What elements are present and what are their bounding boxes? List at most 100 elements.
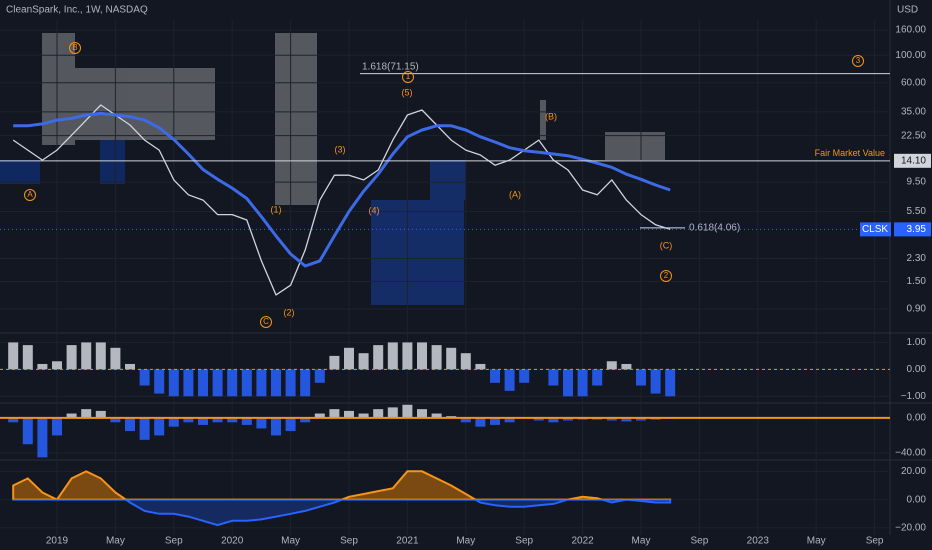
last-price: 3.95	[907, 224, 927, 235]
y-tick-label: 0.00	[907, 413, 927, 424]
x-tick-label: Sep	[340, 536, 358, 547]
bar	[621, 363, 632, 370]
zone	[100, 140, 125, 184]
bar	[22, 345, 33, 370]
wave-label: (A)	[509, 189, 521, 199]
x-tick-label: May	[456, 536, 475, 547]
wave-label: 2	[664, 271, 669, 280]
bar	[212, 417, 223, 423]
bar	[519, 369, 530, 383]
y-tick-label: 0.90	[907, 304, 927, 315]
bar	[285, 369, 296, 397]
x-tick-label: May	[106, 536, 125, 547]
bar	[8, 342, 19, 370]
wave-circle	[69, 42, 81, 54]
bar	[241, 369, 252, 397]
y-tick-label: 1.50	[907, 276, 927, 287]
bar	[358, 353, 369, 370]
bar	[577, 369, 588, 397]
bar	[154, 369, 165, 394]
bar	[504, 417, 515, 423]
zones	[0, 33, 665, 305]
y-tick-label: 2.30	[907, 253, 927, 264]
bar	[241, 417, 252, 425]
wave-label: (1)	[271, 204, 282, 214]
bar	[636, 417, 646, 421]
wave-circle	[24, 189, 36, 201]
y-tick-label: 22.50	[901, 130, 926, 141]
wave-label: (4)	[369, 205, 380, 215]
bar	[125, 363, 135, 370]
y-tick-label: 1.00	[907, 337, 927, 348]
bar	[402, 404, 413, 418]
bar	[168, 417, 179, 427]
bar	[285, 417, 296, 432]
level-tag-box	[894, 153, 931, 168]
x-tick-label: 2021	[396, 536, 419, 547]
x-tick-label: 2020	[221, 536, 244, 547]
bar	[95, 410, 106, 418]
y-tick-label: 60.00	[901, 77, 926, 88]
bar	[300, 417, 311, 423]
bar	[81, 409, 92, 418]
currency: USD	[897, 5, 918, 16]
bar	[22, 417, 33, 445]
bar	[373, 345, 384, 370]
wave-label: (3)	[335, 144, 346, 154]
y-tick-label: 5.50	[907, 206, 927, 217]
bar	[110, 347, 121, 370]
bar	[52, 417, 62, 436]
y-tick-label: −1.00	[901, 391, 927, 402]
bar	[460, 353, 471, 370]
y-tick-label: −20.00	[895, 523, 926, 534]
bar	[344, 410, 354, 418]
bar	[387, 407, 398, 418]
y-tick-label: 20.00	[901, 466, 926, 477]
bar	[490, 369, 500, 383]
series-line	[12, 104, 671, 296]
bar	[198, 417, 208, 425]
bar	[358, 413, 369, 418]
bar	[212, 369, 223, 397]
zone	[75, 68, 215, 140]
bar	[621, 417, 632, 422]
bar	[198, 369, 208, 397]
bar	[314, 369, 325, 383]
x-tick-label: 2022	[571, 536, 594, 547]
bar	[344, 347, 354, 370]
bar	[563, 369, 573, 397]
bar	[460, 417, 471, 423]
wave-label: 1	[406, 72, 411, 81]
zone	[275, 33, 317, 205]
bar	[256, 369, 267, 397]
x-tick-label: Sep	[691, 536, 709, 547]
bar	[650, 369, 661, 394]
level-label: Fair Market Value	[815, 148, 885, 158]
header: CleanSpark, Inc., 1W, NASDAQ	[6, 5, 148, 16]
wave-label: (B)	[545, 111, 557, 121]
wave-label: (2)	[284, 307, 295, 317]
y-tick-label: −40.00	[895, 448, 926, 459]
x-tick-label: Sep	[866, 536, 884, 547]
bar	[446, 347, 457, 370]
y-tick-label: 0.00	[907, 494, 927, 505]
y-tick-label: 35.00	[901, 106, 926, 117]
wave-label: (C)	[660, 240, 673, 250]
bar	[563, 417, 573, 421]
bar	[548, 417, 559, 423]
wave-label: C	[263, 317, 269, 326]
bar	[183, 369, 194, 397]
series-line	[13, 111, 671, 268]
bar	[402, 342, 413, 370]
wave-label: B	[72, 43, 77, 52]
bar	[81, 342, 92, 370]
area-negative	[12, 499, 672, 527]
bar	[475, 363, 486, 370]
bar	[66, 345, 77, 370]
bar	[139, 417, 150, 440]
bar	[256, 417, 267, 429]
wave-label: 3	[856, 56, 861, 65]
x-tick-label: Sep	[515, 536, 533, 547]
bar	[139, 369, 150, 386]
